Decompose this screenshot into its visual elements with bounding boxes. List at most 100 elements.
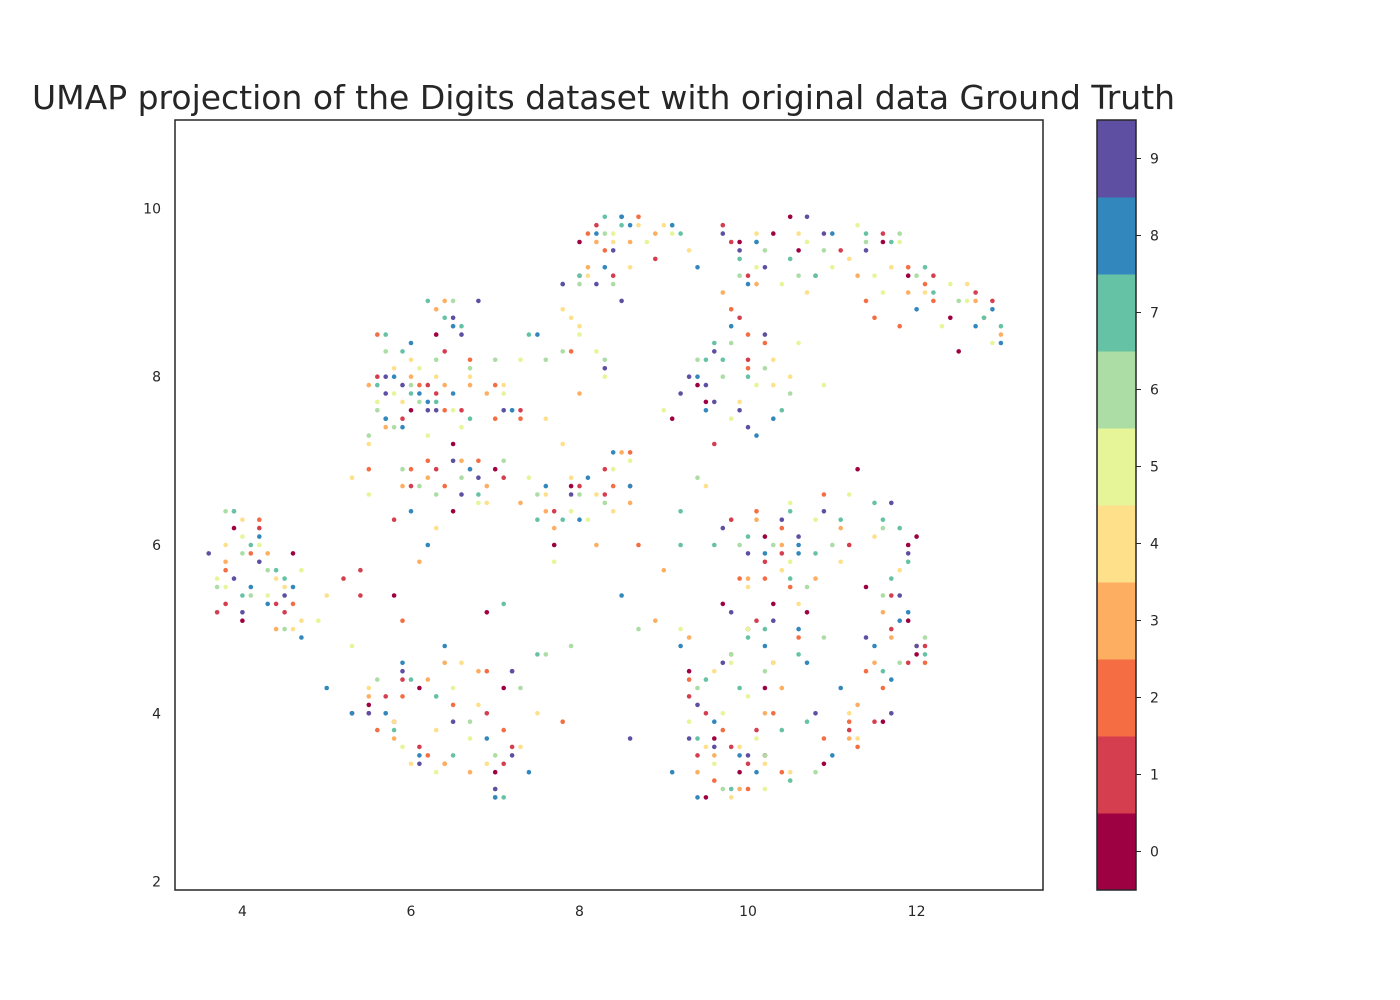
scatter-point-digit-2 <box>425 458 431 464</box>
scatter-point-digit-9 <box>804 214 810 220</box>
scatter-point-digit-2 <box>779 769 785 775</box>
scatter-point-digit-1 <box>686 694 692 699</box>
scatter-point-digit-7 <box>804 719 810 724</box>
scatter-point-digit-0 <box>577 239 582 245</box>
scatter-point-digit-7 <box>762 626 768 632</box>
scatter-point-digit-7 <box>459 323 464 329</box>
scatter-point-digit-5 <box>400 744 405 750</box>
scatter-point-digit-0 <box>880 239 886 245</box>
scatter-point-digit-1 <box>400 677 405 682</box>
scatter-point-digit-1 <box>610 273 616 279</box>
scatter-point-digit-8 <box>695 795 700 800</box>
scatter-point-digit-5 <box>990 340 995 346</box>
scatter-point-digit-9 <box>779 517 785 522</box>
scatter-point-digit-8 <box>610 450 616 455</box>
scatter-point-digit-5 <box>240 534 245 539</box>
scatter-point-digit-3 <box>905 290 911 295</box>
scatter-point-digit-8 <box>695 265 700 270</box>
scatter-point-digit-9 <box>282 593 287 598</box>
scatter-point-digit-4 <box>745 584 751 590</box>
scatter-point-digit-7 <box>535 652 540 657</box>
scatter-point-digit-5 <box>661 408 667 413</box>
scatter-point-digit-3 <box>754 281 759 287</box>
x-tick-label: 8 <box>575 904 584 920</box>
scatter-point-digit-2 <box>922 660 928 666</box>
colorbar-swatch-6 <box>1097 351 1136 429</box>
scatter-point-digit-8 <box>442 643 448 649</box>
scatter-point-digit-8 <box>417 391 422 396</box>
scatter-point-digit-3 <box>737 786 742 792</box>
scatter-point-digit-3 <box>476 668 481 674</box>
scatter-point-digit-5 <box>787 500 793 506</box>
scatter-point-digit-9 <box>695 702 700 708</box>
scatter-point-digit-3 <box>543 509 549 514</box>
x-tick-label: 4 <box>238 904 247 920</box>
scatter-point-digit-5 <box>551 559 557 565</box>
scatter-point-digit-3 <box>619 450 624 455</box>
scatter-point-digit-4 <box>459 660 464 666</box>
scatter-point-digit-6 <box>408 382 414 388</box>
scatter-point-digit-2 <box>897 323 902 329</box>
scatter-point-digit-9 <box>450 315 456 321</box>
scatter-point-digit-0 <box>417 685 422 691</box>
scatter-point-digit-5 <box>391 391 397 396</box>
scatter-point-digit-6 <box>543 652 549 657</box>
scatter-point-digit-2 <box>560 719 565 724</box>
scatter-point-digit-2 <box>366 466 372 472</box>
scatter-point-digit-8 <box>712 719 717 724</box>
scatter-point-digit-9 <box>619 298 624 304</box>
scatter-point-digit-0 <box>796 248 801 253</box>
scatter-point-digit-2 <box>821 736 827 741</box>
scatter-point-digit-8 <box>383 711 389 716</box>
colorbar-label: 9 <box>1150 152 1159 168</box>
scatter-point-digit-3 <box>467 769 473 775</box>
scatter-point-digit-8 <box>754 769 759 775</box>
scatter-point-digit-8 <box>619 593 624 598</box>
scatter-point-digit-8 <box>425 542 431 548</box>
scatter-point-digit-5 <box>585 517 591 522</box>
scatter-point-digit-3 <box>779 685 785 691</box>
scatter-point-digit-4 <box>366 441 372 447</box>
scatter-point-digit-7 <box>391 727 397 733</box>
colorbar-label: 4 <box>1150 537 1159 553</box>
scatter-point-digit-1 <box>358 567 363 573</box>
scatter-point-digit-1 <box>745 357 751 363</box>
scatter-point-digit-6 <box>762 248 768 253</box>
scatter-point-digit-5 <box>223 584 228 590</box>
scatter-point-digit-8 <box>905 610 911 615</box>
scatter-point-digit-7 <box>383 332 389 337</box>
scatter-point-digit-9 <box>678 391 683 396</box>
scatter-point-digit-4 <box>560 441 565 447</box>
scatter-point-digit-2 <box>248 551 254 556</box>
scatter-point-digit-1 <box>459 408 464 413</box>
scatter-point-digit-9 <box>728 610 734 615</box>
scatter-point-digit-4 <box>804 290 810 295</box>
scatter-point-digit-8 <box>737 753 742 758</box>
scatter-point-digit-0 <box>484 610 490 615</box>
scatter-point-digit-0 <box>914 652 919 657</box>
scatter-point-digit-5 <box>526 475 532 481</box>
scatter-point-digit-9 <box>796 534 801 539</box>
scatter-point-digit-5 <box>754 265 759 270</box>
scatter-point-digit-2 <box>442 408 448 413</box>
scatter-point-digit-9 <box>712 349 717 354</box>
scatter-point-digit-9 <box>712 399 717 405</box>
scatter-point-digit-5 <box>425 433 431 438</box>
scatter-point-digit-6 <box>467 366 473 371</box>
scatter-point-digit-8 <box>678 643 683 649</box>
scatter-point-digit-4 <box>846 256 852 262</box>
scatter-point-digit-4 <box>543 416 549 422</box>
scatter-point-digit-1 <box>417 744 422 750</box>
scatter-point-digit-0 <box>492 769 498 775</box>
scatter-point-digit-8 <box>290 584 296 590</box>
scatter-points <box>206 214 1004 800</box>
scatter-point-digit-4 <box>661 222 667 228</box>
colorbar-label: 3 <box>1150 614 1159 630</box>
scatter-point-digit-8 <box>526 769 532 775</box>
scatter-point-digit-8 <box>754 239 759 245</box>
scatter-point-digit-1 <box>433 391 439 396</box>
scatter-point-digit-4 <box>855 736 860 741</box>
colorbar-label: 1 <box>1150 768 1159 784</box>
scatter-point-digit-6 <box>720 786 726 792</box>
scatter-point-digit-0 <box>703 399 709 405</box>
